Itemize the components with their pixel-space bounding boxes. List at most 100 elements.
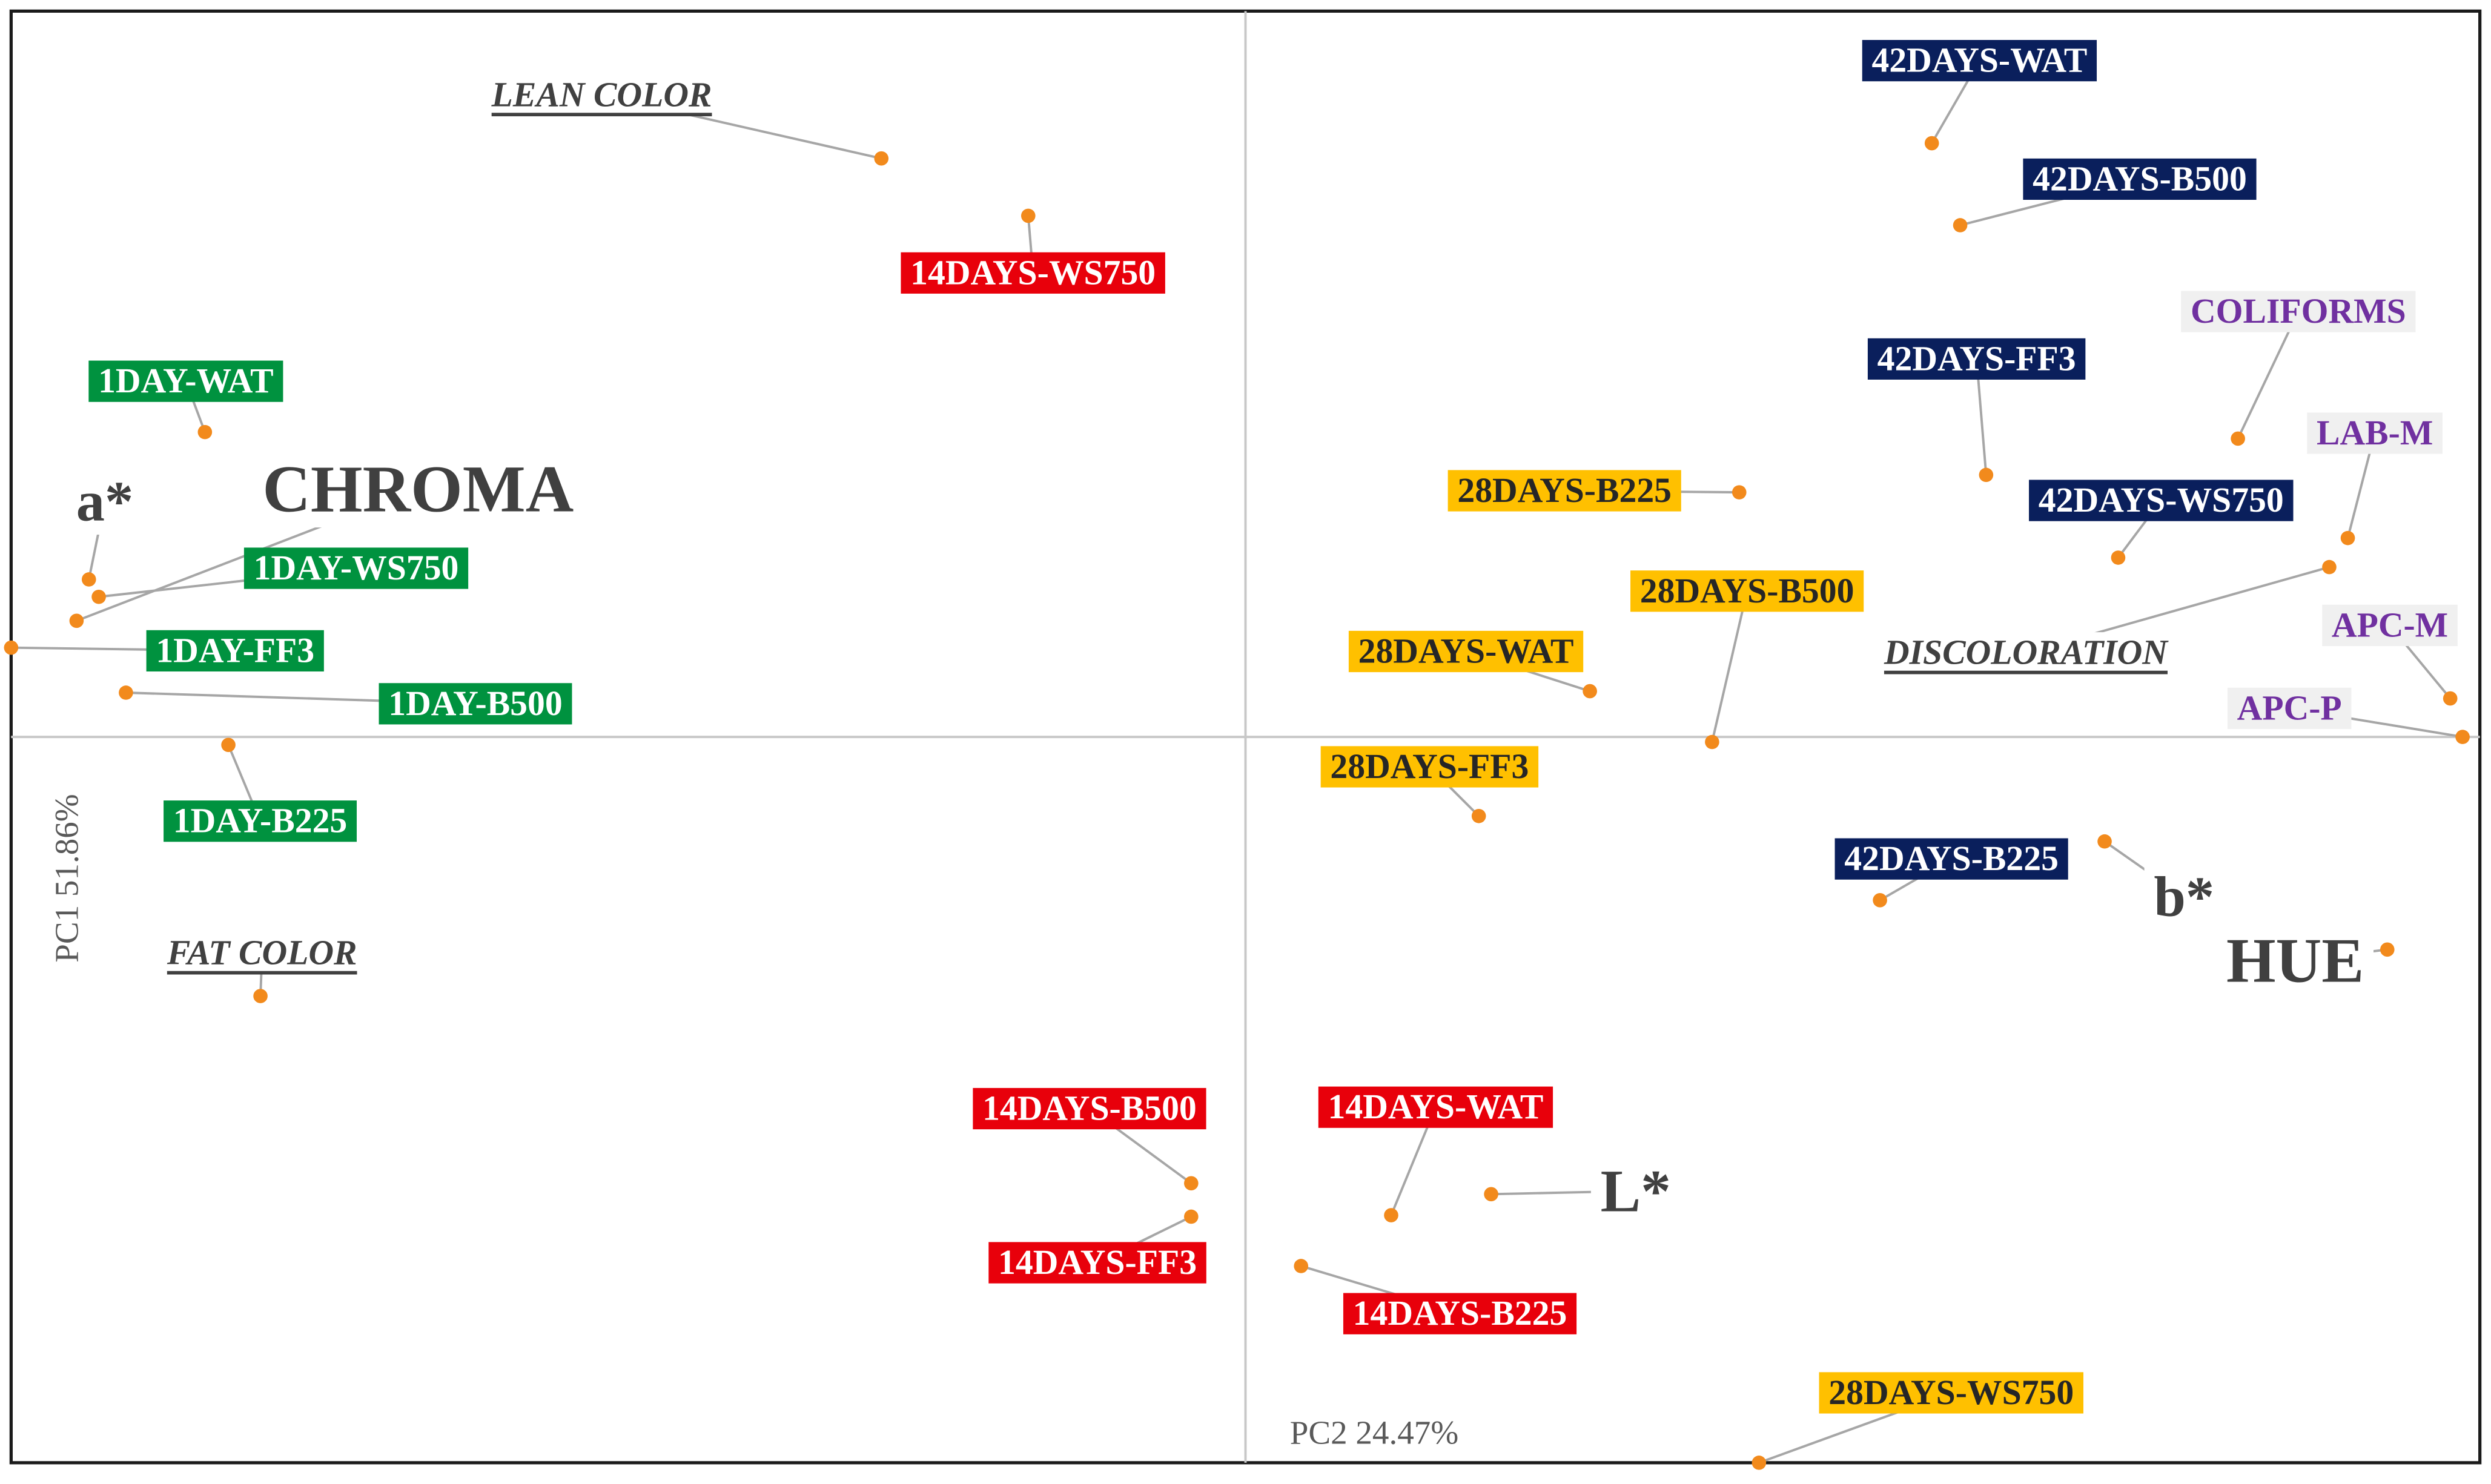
- point-label: LEAN COLOR: [481, 74, 722, 116]
- label-text: 14DAYS-WS750: [910, 254, 1156, 292]
- point: [2097, 834, 2112, 849]
- point: [69, 613, 84, 628]
- label-text: FAT COLOR: [167, 934, 357, 972]
- label-box: [481, 74, 722, 116]
- label-text: CHROMA: [262, 452, 574, 526]
- point-label: 14DAYS-WAT: [1318, 1086, 1553, 1128]
- label-box: [1343, 1293, 1577, 1334]
- point-label: APC-M: [2322, 604, 2458, 647]
- point: [2443, 691, 2458, 706]
- label-box: [164, 800, 357, 842]
- point-label: 14DAYS-B225: [1343, 1293, 1577, 1334]
- point-labels: 1DAY-WAT 1DAY-WS750 1DAY-FF3 1DAY-B500 1DAY-…: [67, 40, 2458, 1414]
- point-label: 1DAY-B225: [164, 800, 357, 842]
- point-label: FAT COLOR: [157, 932, 367, 974]
- point: [197, 424, 213, 440]
- point: [119, 685, 133, 700]
- point-label: 1DAY-FF3: [146, 630, 324, 672]
- label-box: [973, 1087, 1206, 1130]
- point-label: 42DAYS-WS750: [2029, 480, 2294, 521]
- point: [253, 989, 268, 1003]
- label-box: [2181, 291, 2416, 332]
- point: [1953, 218, 1968, 232]
- point-label: 28DAYS-FF3: [1320, 746, 1539, 788]
- point: [2111, 550, 2126, 565]
- point-label: DISCOLORATION: [1874, 632, 2179, 674]
- label-box: [379, 683, 572, 725]
- point-label: 42DAYS-FF3: [1867, 338, 2086, 380]
- label-text: 1DAY-FF3: [156, 632, 314, 670]
- label-box: [2029, 480, 2294, 521]
- point-label: 1DAY-WS750: [243, 547, 469, 589]
- label-box: [1590, 1155, 1681, 1227]
- point: [1752, 1456, 1767, 1470]
- point-label: 14DAYS-WS750: [901, 252, 1165, 294]
- point: [2340, 530, 2355, 546]
- point: [1979, 467, 1994, 483]
- label-box: [243, 547, 469, 589]
- point: [2455, 730, 2470, 744]
- point-label: b*: [2144, 863, 2224, 931]
- label-text: APC-M: [2332, 606, 2448, 644]
- label-text: APC-P: [2237, 689, 2342, 727]
- label-text: 1DAY-B500: [388, 685, 562, 723]
- point-label: 14DAYS-FF3: [988, 1242, 1206, 1284]
- point: [1384, 1208, 1398, 1222]
- label-box: [901, 252, 1165, 294]
- point: [1732, 485, 1747, 500]
- point: [1471, 808, 1486, 823]
- point-label: 1DAY-B500: [379, 683, 572, 725]
- label-text: 1DAY-B225: [173, 802, 347, 840]
- label-box: [1630, 570, 1864, 612]
- label-text: 28DAYS-B500: [1640, 572, 1854, 610]
- label-text: COLIFORMS: [2191, 292, 2406, 331]
- point: [1924, 136, 1939, 151]
- label-box: [2023, 158, 2257, 200]
- label-box: [2307, 412, 2443, 454]
- point: [81, 572, 96, 587]
- label-text: 28DAYS-FF3: [1330, 748, 1529, 786]
- label-text: 42DAYS-WAT: [1871, 42, 2087, 80]
- label-box: [988, 1242, 1206, 1284]
- label-box: [2227, 687, 2352, 730]
- point-label: 28DAYS-WAT: [1348, 630, 1584, 673]
- label-text: 42DAYS-WS750: [2039, 481, 2284, 519]
- label-box: [1320, 746, 1539, 788]
- point-label: LAB-M: [2307, 412, 2443, 454]
- point: [874, 151, 889, 166]
- point-label: 42DAYS-B225: [1834, 838, 2068, 880]
- point-label: 28DAYS-B500: [1630, 570, 1864, 612]
- label-text: 42DAYS-B225: [1844, 840, 2059, 878]
- label-text: 28DAYS-WS750: [1828, 1374, 2074, 1412]
- label-text: 14DAYS-B500: [982, 1090, 1197, 1128]
- label-text: LEAN COLOR: [491, 76, 712, 114]
- point-label: COLIFORMS: [2181, 291, 2416, 332]
- point-label: 42DAYS-B500: [2023, 158, 2257, 200]
- point-label: 28DAYS-B225: [1447, 470, 1681, 512]
- point: [2231, 431, 2245, 446]
- label-box: [1348, 630, 1584, 673]
- label-text: L*: [1601, 1158, 1671, 1225]
- point-label: a*: [67, 468, 143, 535]
- label-text: DISCOLORATION: [1884, 634, 2169, 672]
- point: [221, 737, 236, 753]
- label-box: [1874, 632, 2179, 674]
- point: [91, 589, 106, 604]
- label-box: [146, 630, 324, 672]
- label-box: [1867, 338, 2086, 380]
- label-text: 42DAYS-FF3: [1877, 340, 2076, 378]
- x-axis-label: PC2 24.47%: [1290, 1414, 1458, 1451]
- point-label: 1DAY-WAT: [88, 360, 283, 402]
- point-label: APC-P: [2227, 687, 2352, 730]
- label-text: 1DAY-WAT: [98, 362, 274, 400]
- label-text: LAB-M: [2317, 414, 2433, 452]
- point-label: HUE: [2217, 924, 2374, 998]
- label-box: [88, 360, 283, 402]
- point-label: 14DAYS-B500: [973, 1087, 1206, 1130]
- label-box: [2144, 863, 2224, 931]
- point: [2322, 559, 2337, 575]
- point: [1184, 1176, 1199, 1191]
- label-box: [253, 450, 584, 528]
